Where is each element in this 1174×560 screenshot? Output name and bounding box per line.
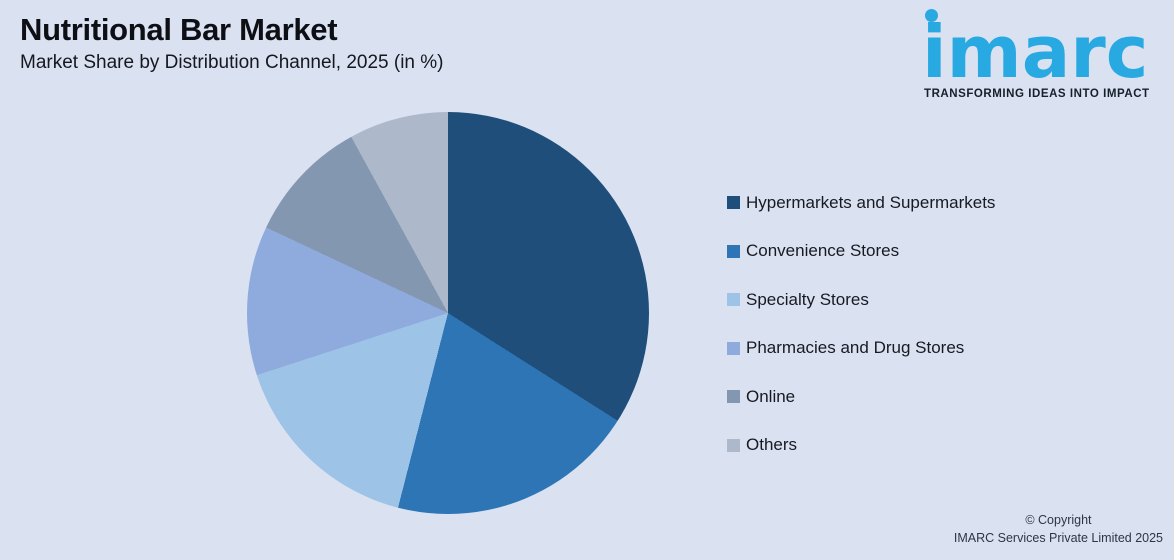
legend-item: Others — [727, 433, 1157, 458]
page-title: Nutritional Bar Market — [20, 12, 338, 47]
legend-swatch — [727, 244, 740, 258]
imarc-logo: imarc TRANSFORMING IDEAS INTO IMPACT — [922, 0, 1162, 108]
legend-label: Others — [746, 435, 798, 455]
legend-item: Hypermarkets and Supermarkets — [727, 190, 1157, 215]
logo-dot-icon — [925, 9, 938, 22]
pie-chart — [247, 112, 649, 514]
legend-item: Online — [727, 384, 1157, 409]
copyright-notice: © Copyright IMARC Services Private Limit… — [954, 511, 1163, 547]
legend-label: Pharmacies and Drug Stores — [746, 338, 965, 358]
copyright-line1: © Copyright — [1025, 512, 1092, 527]
legend-swatch — [727, 390, 740, 404]
chart-legend: Hypermarkets and Supermarkets Convenienc… — [727, 190, 1157, 482]
legend-label: Hypermarkets and Supermarkets — [746, 192, 996, 212]
legend-label: Convenience Stores — [746, 241, 900, 261]
copyright-line2: IMARC Services Private Limited 2025 — [953, 530, 1163, 545]
legend-item: Pharmacies and Drug Stores — [727, 336, 1157, 361]
logo-wordmark: imarc — [922, 10, 1149, 94]
legend-swatch — [727, 438, 740, 452]
logo-tagline: TRANSFORMING IDEAS INTO IMPACT — [924, 88, 1150, 100]
legend-swatch — [727, 196, 740, 209]
legend-item: Convenience Stores — [727, 239, 1157, 264]
legend-swatch — [727, 341, 740, 355]
legend-swatch — [727, 293, 740, 307]
chart-subtitle: Market Share by Distribution Channel, 20… — [20, 52, 444, 73]
legend-item: Specialty Stores — [727, 287, 1157, 312]
legend-label: Specialty Stores — [746, 289, 869, 309]
legend-label: Online — [746, 386, 796, 406]
